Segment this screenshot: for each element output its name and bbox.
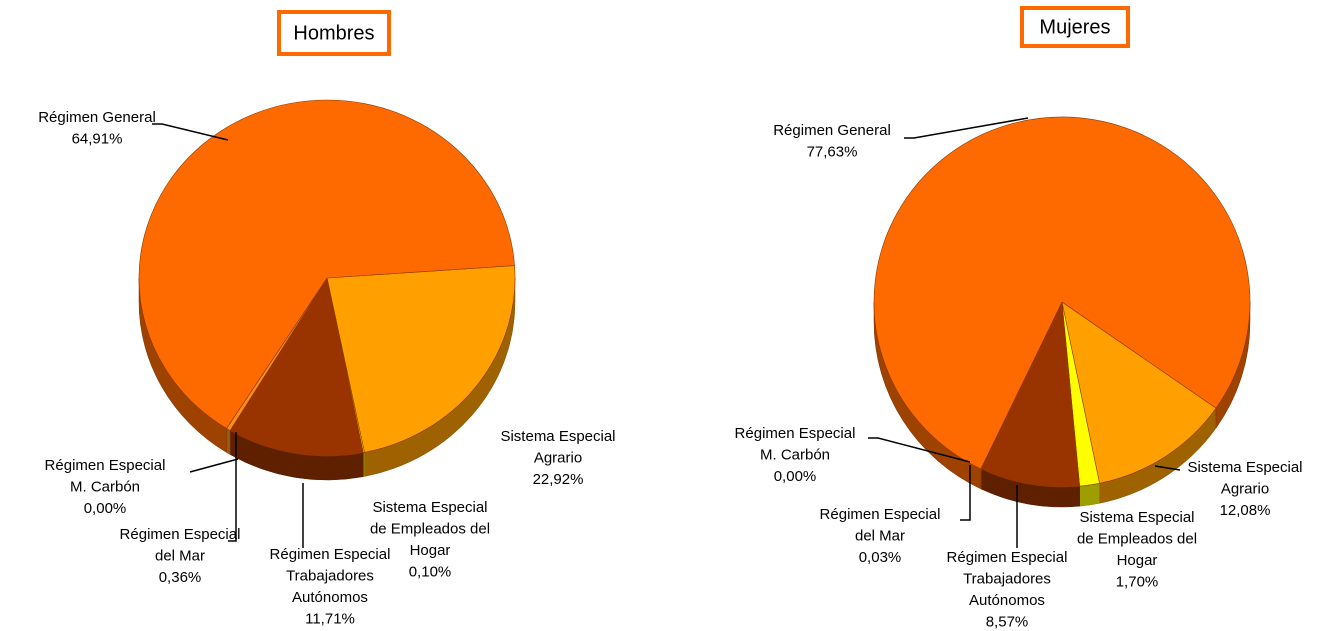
value-label: 0,03% [859,549,902,566]
value-label: 22,92% [533,471,584,488]
slice-label: Trabajadores [963,570,1051,587]
slice-label: Régimen Especial [820,506,941,523]
slice [980,300,1081,488]
value-label: 8,57% [986,613,1029,630]
slice-label: Sistema Especial [1079,509,1194,526]
slice-label: Régimen Especial [947,549,1068,566]
slice-label: M. Carbón [70,478,140,495]
slice [326,265,516,453]
slice-label: Sistema Especial [372,499,487,516]
slice-label: Régimen Especial [120,526,241,543]
value-label: 64,91% [72,130,123,147]
slice-label: de Empleados del [1077,530,1197,547]
slice-label: Régimen Especial [45,457,166,474]
leader-line [189,458,239,473]
slice-label: Sistema Especial [500,428,615,445]
chart-title: Hombres [293,22,374,44]
slice-label: Hogar [1117,552,1158,569]
slice-label: Sistema Especial [1187,459,1302,476]
slice-label: Hogar [410,542,451,559]
leader-line [904,117,1029,139]
slice-label: Régimen Especial [270,546,391,563]
slice [229,277,364,457]
title-box [1020,6,1130,48]
slice-label: Trabajadores [286,567,374,584]
slice [873,116,1251,470]
slice-label: Régimen Especial [735,425,856,442]
slice-label: M. Carbón [760,446,830,463]
value-label: 0,00% [774,468,817,485]
value-label: 77,63% [807,143,858,160]
slice-label: Autónomos [969,592,1045,609]
value-label: 0,00% [84,500,127,517]
slice-label: de Empleados del [370,520,490,537]
title-box [277,10,391,56]
slice-label: del Mar [855,527,905,544]
leader-line [960,465,971,521]
value-label: 1,70% [1116,573,1159,590]
slice-side [226,427,231,455]
slice-side [1079,482,1100,507]
slice [138,99,515,429]
chart-title: Mujeres [1039,16,1110,38]
value-label: 12,08% [1220,502,1271,519]
value-label: 11,71% [305,610,355,627]
slice-label: Autónomos [292,589,368,606]
slice-label: del Mar [155,547,205,564]
slice-label: Régimen General [38,109,156,126]
value-label: 0,36% [159,569,202,586]
leader-line [152,123,229,141]
slice-label: Régimen General [773,122,891,139]
slice-label: Agrario [534,449,582,466]
value-label: 0,10% [409,563,452,580]
leader-line [868,437,971,463]
leader-line [1154,465,1181,471]
slice [1061,301,1217,484]
leader-line [228,432,237,542]
slice-label: Agrario [1221,480,1269,497]
